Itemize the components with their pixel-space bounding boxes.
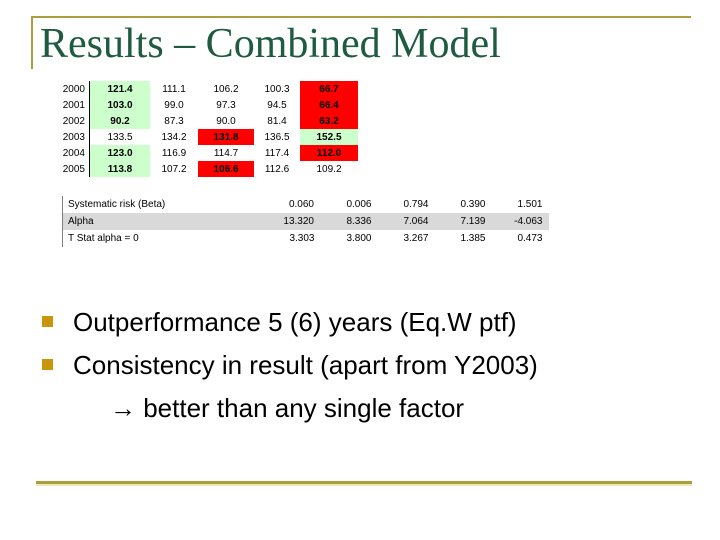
value-cell: 136.5: [264, 131, 290, 143]
table-row: 2003 133.5 134.2 131.8 136.5 152.5: [59, 129, 358, 145]
stat-label-cell: Systematic risk (Beta): [68, 199, 166, 210]
value-cell: 131.8: [198, 129, 254, 145]
value-cell: 106.6: [198, 161, 254, 177]
table-row: Systematic risk (Beta) 0.060 0.006 0.794 0.3…: [63, 196, 549, 213]
stat-value-cell: 0.473: [517, 233, 543, 244]
table-row: 2002 90.2 87.3 90.0 81.4 63.2: [59, 113, 358, 129]
value-cell: 133.5: [107, 131, 133, 143]
year-cell: 2002: [59, 113, 90, 129]
value-cell: 121.4: [89, 81, 150, 97]
table-row: 2004 123.0 116.9 114.7 117.4 112.0: [59, 145, 358, 161]
value-cell: 66.4: [300, 97, 358, 113]
stat-value-cell: 8.336: [320, 213, 378, 230]
value-cell: 134.2: [161, 131, 187, 143]
year-cell: 2000: [59, 81, 90, 97]
value-cell: 90.0: [216, 115, 236, 127]
stat-value-cell: 0.060: [288, 199, 314, 210]
value-cell: 152.5: [300, 129, 358, 145]
value-cell: 100.3: [264, 83, 290, 95]
value-cell: 94.5: [267, 99, 287, 111]
bullet-item: Outperformance 5 (6) years (Eq.W ptf): [40, 306, 670, 338]
stat-label-cell: Alpha: [62, 213, 263, 230]
bullet-text: Consistency in result (apart from Y2003): [73, 350, 538, 380]
stat-value-cell: 7.139: [434, 213, 492, 230]
stat-value-cell: 0.794: [403, 199, 429, 210]
page-title: Results – Combined Model: [40, 21, 501, 67]
bottom-rule-line: [36, 481, 692, 484]
stat-value-cell: 1.385: [460, 233, 486, 244]
performance-table: 2000 121.4 111.1 106.2 100.3 66.7 2001 103.0 99.…: [59, 81, 358, 177]
stat-value-cell: 0.006: [346, 199, 372, 210]
stat-value-cell: 3.800: [346, 233, 372, 244]
top-rule-line: [31, 16, 691, 18]
value-cell: 97.3: [216, 99, 236, 111]
bullet-text: Outperformance 5 (6) years (Eq.W ptf): [73, 307, 517, 337]
bullet-continuation: → better than any single factor: [110, 393, 465, 423]
stat-value-cell: 13.320: [263, 213, 321, 230]
year-cell: 2005: [59, 161, 90, 177]
value-cell: 114.7: [213, 147, 239, 159]
table-row: T Stat alpha = 0 3.303 3.800 3.267 1.385 0.47…: [63, 230, 549, 247]
stat-value-cell: 3.303: [289, 233, 315, 244]
value-cell: 103.0: [89, 97, 150, 113]
stat-label-cell: T Stat alpha = 0: [68, 233, 139, 244]
value-cell: 117.4: [264, 147, 290, 159]
stat-value-cell: 3.267: [403, 233, 429, 244]
value-cell: 113.8: [89, 161, 150, 177]
value-cell: 112.6: [264, 163, 290, 175]
left-rule-line: [31, 16, 33, 69]
stat-value-cell: 7.064: [377, 213, 435, 230]
value-cell: 99.0: [164, 99, 184, 111]
stat-value-cell: 1.501: [517, 199, 543, 210]
value-cell: 109.2: [316, 163, 342, 175]
stat-value-cell: 0.390: [460, 199, 486, 210]
bullet-item: Consistency in result (apart from Y2003): [40, 349, 670, 381]
bullet-square-icon: [42, 316, 53, 327]
value-cell: 66.7: [300, 81, 358, 97]
performance-table-body: 2000 121.4 111.1 106.2 100.3 66.7 2001 103.0 99.…: [59, 81, 358, 177]
value-cell: 123.0: [89, 145, 150, 161]
value-cell: 107.2: [161, 163, 187, 175]
value-cell: 87.3: [164, 115, 184, 127]
stats-table-body: Systematic risk (Beta) 0.060 0.006 0.794 0.3…: [62, 196, 549, 247]
bullet-list: Outperformance 5 (6) years (Eq.W ptf) Co…: [40, 306, 670, 424]
value-cell: 112.0: [300, 145, 358, 161]
value-cell: 111.1: [162, 83, 186, 95]
stat-value-cell: -4.063: [491, 213, 549, 230]
year-cell: 2001: [59, 97, 90, 113]
value-cell: 106.2: [213, 83, 239, 95]
stats-table: Systematic risk (Beta) 0.060 0.006 0.794 0.3…: [62, 196, 549, 247]
table-row: 2001 103.0 99.0 97.3 94.5 66.4: [59, 97, 358, 113]
table-row: Alpha 13.320 8.336 7.064 7.139 -4.063: [62, 213, 549, 230]
table-row: 2005 113.8 107.2 106.6 112.6 109.2: [59, 161, 358, 177]
year-cell: 2003: [59, 129, 90, 145]
value-cell: 63.2: [300, 113, 358, 129]
table-row: 2000 121.4 111.1 106.2 100.3 66.7: [59, 81, 358, 97]
value-cell: 81.4: [267, 115, 287, 127]
value-cell: 90.2: [89, 113, 150, 129]
value-cell: 116.9: [161, 147, 187, 159]
bottom-rule-line-light: [36, 484, 692, 486]
bullet-square-icon: [42, 359, 53, 370]
year-cell: 2004: [59, 145, 90, 161]
